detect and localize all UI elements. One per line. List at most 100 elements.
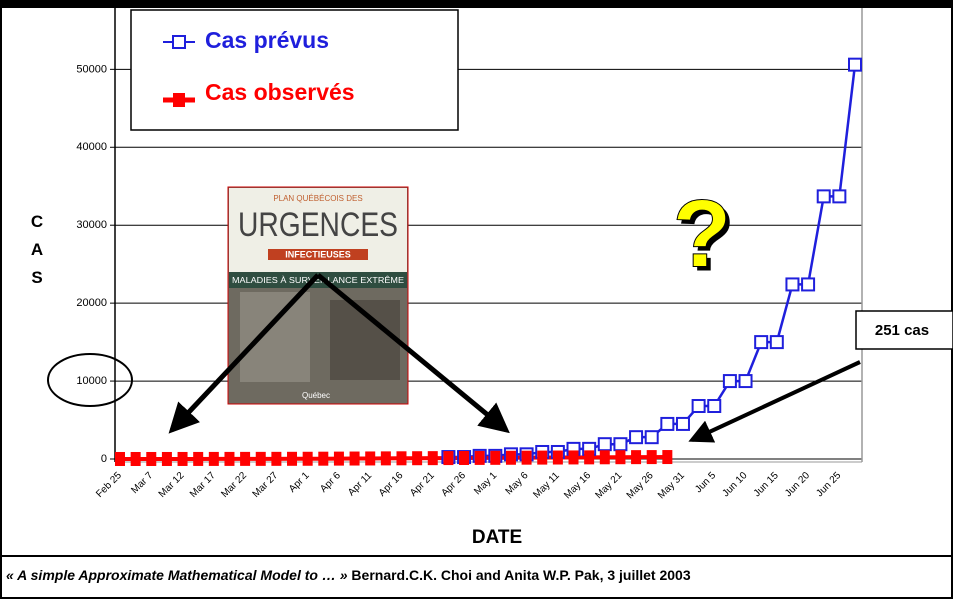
x-tick-label: Apr 6 bbox=[318, 470, 343, 495]
x-tick-label: Apr 16 bbox=[377, 470, 406, 499]
point bbox=[271, 452, 281, 466]
point bbox=[318, 452, 328, 466]
x-tick-label: May 21 bbox=[593, 470, 624, 501]
point bbox=[428, 451, 438, 465]
point bbox=[755, 336, 767, 348]
point bbox=[600, 450, 610, 464]
point bbox=[615, 450, 625, 464]
legend-label: Cas observés bbox=[205, 79, 355, 105]
point bbox=[193, 452, 203, 466]
point bbox=[334, 452, 344, 466]
point bbox=[693, 400, 705, 412]
x-axis-label: DATE bbox=[472, 527, 522, 548]
x-tick-label: May 11 bbox=[531, 470, 562, 501]
point bbox=[490, 451, 500, 465]
chart: 01000020000300004000050000Feb 25Mar 7Mar… bbox=[0, 0, 953, 599]
legend-marker bbox=[173, 93, 185, 107]
book-subtitle: INFECTIEUSES bbox=[285, 249, 351, 259]
question-mark: ? bbox=[673, 180, 732, 287]
point bbox=[661, 418, 673, 430]
book-photo bbox=[240, 292, 310, 382]
point bbox=[459, 451, 469, 465]
point bbox=[740, 375, 752, 387]
point bbox=[396, 451, 406, 465]
x-tick-label: May 31 bbox=[656, 470, 687, 501]
point bbox=[256, 452, 266, 466]
x-tick-label: Apr 1 bbox=[287, 470, 312, 495]
book-cover: PLAN QUÉBÉCOIS DES URGENCES INFECTIEUSES… bbox=[228, 187, 408, 404]
caption-title: « A simple Approximate Mathematical Mode… bbox=[6, 567, 348, 583]
x-tick-label: Jun 5 bbox=[693, 470, 718, 495]
x-tick-label: Mar 17 bbox=[188, 470, 218, 500]
point bbox=[646, 431, 658, 443]
y-tick-label: 30000 bbox=[76, 219, 107, 231]
book-title: URGENCES bbox=[238, 206, 398, 244]
legend-label: Cas prévus bbox=[205, 27, 329, 53]
point bbox=[209, 452, 219, 466]
point bbox=[224, 452, 234, 466]
point bbox=[131, 452, 141, 466]
point bbox=[569, 450, 579, 464]
point bbox=[537, 451, 547, 465]
y-tick-label: 10000 bbox=[76, 375, 107, 387]
point bbox=[599, 438, 611, 450]
point bbox=[412, 451, 422, 465]
x-tick-label: Apr 11 bbox=[346, 470, 374, 498]
y-tick-label: 50000 bbox=[76, 63, 107, 75]
book-publisher: Québec bbox=[302, 391, 330, 400]
point bbox=[677, 418, 689, 430]
x-tick-label: Jun 20 bbox=[783, 470, 812, 499]
x-tick-label: Mar 7 bbox=[129, 470, 155, 496]
point bbox=[833, 190, 845, 202]
point bbox=[771, 336, 783, 348]
x-tick-label: Jun 15 bbox=[752, 470, 781, 499]
series-line bbox=[448, 65, 855, 457]
x-tick-label: Mar 12 bbox=[157, 470, 187, 500]
point bbox=[178, 452, 188, 466]
point bbox=[553, 451, 563, 465]
y-tick-label: 40000 bbox=[76, 141, 107, 153]
point bbox=[522, 451, 532, 465]
point bbox=[287, 452, 297, 466]
x-tick-label: May 16 bbox=[562, 470, 593, 501]
point bbox=[662, 450, 672, 464]
x-tick-label: Jun 25 bbox=[814, 470, 843, 499]
x-tick-label: Apr 21 bbox=[408, 470, 437, 499]
point bbox=[381, 451, 391, 465]
point bbox=[475, 451, 485, 465]
point bbox=[584, 450, 594, 464]
point bbox=[647, 450, 657, 464]
x-tick-label: Feb 25 bbox=[94, 470, 124, 500]
annotation: 251 cas bbox=[875, 322, 929, 339]
point bbox=[443, 451, 453, 465]
point bbox=[786, 278, 798, 290]
point bbox=[630, 431, 642, 443]
point bbox=[365, 451, 375, 465]
legend-marker bbox=[173, 36, 185, 48]
x-tick-label: Jun 10 bbox=[721, 470, 750, 499]
point bbox=[818, 190, 830, 202]
book-text: PLAN QUÉBÉCOIS DES bbox=[273, 194, 362, 203]
x-tick-label: Mar 22 bbox=[219, 470, 249, 500]
point bbox=[631, 450, 641, 464]
point bbox=[146, 452, 156, 466]
point bbox=[162, 452, 172, 466]
x-tick-label: May 6 bbox=[504, 470, 531, 497]
point bbox=[506, 451, 516, 465]
page: 01000020000300004000050000Feb 25Mar 7Mar… bbox=[0, 0, 953, 599]
point bbox=[708, 400, 720, 412]
point bbox=[115, 452, 125, 466]
x-tick-label: May 26 bbox=[625, 470, 656, 501]
point bbox=[724, 375, 736, 387]
x-tick-label: Apr 26 bbox=[439, 470, 468, 499]
caption: « A simple Approximate Mathematical Mode… bbox=[6, 567, 691, 583]
x-tick-label: Mar 27 bbox=[251, 470, 281, 500]
y-axis-label: CAS bbox=[30, 208, 44, 292]
point bbox=[614, 438, 626, 450]
point bbox=[350, 452, 360, 466]
y-tick-label: 20000 bbox=[76, 297, 107, 309]
point bbox=[802, 278, 814, 290]
x-tick-label: May 1 bbox=[472, 470, 499, 497]
point bbox=[303, 452, 313, 466]
point bbox=[240, 452, 250, 466]
